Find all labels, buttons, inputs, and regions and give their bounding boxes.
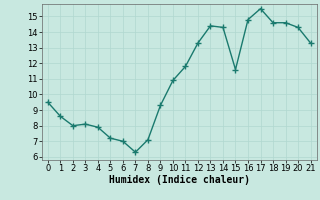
- X-axis label: Humidex (Indice chaleur): Humidex (Indice chaleur): [109, 175, 250, 185]
